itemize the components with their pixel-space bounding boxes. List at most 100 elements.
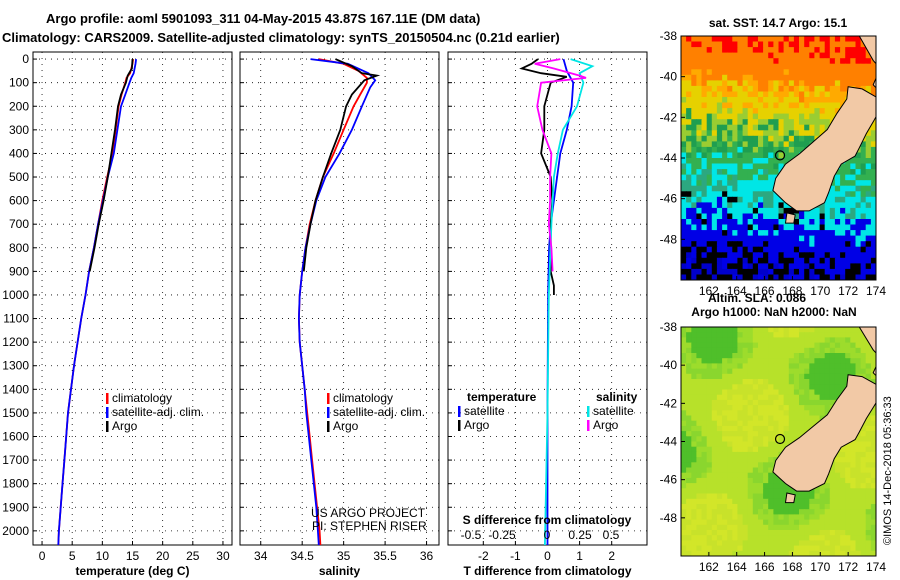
heatmap-cell: [783, 436, 790, 443]
legend-swatch: [106, 421, 109, 432]
heatmap-cell: [686, 394, 692, 401]
heatmap-cell: [840, 524, 846, 531]
heatmap-cell: [783, 135, 790, 142]
heatmap-cell: [737, 152, 744, 159]
heatmap-cell: [696, 384, 703, 391]
heatmap-cell: [732, 97, 738, 104]
heatmap-cell: [722, 472, 728, 479]
heatmap-cell: [824, 550, 831, 556]
heatmap-cell: [773, 124, 780, 131]
heatmap-cell: [768, 451, 774, 458]
legend-label: satellite: [593, 404, 634, 418]
heatmap-cell: [691, 540, 697, 547]
heatmap-cell: [804, 124, 810, 131]
heatmap-cell: [737, 530, 744, 536]
heatmap-cell: [701, 457, 708, 463]
heatmap-cell: [686, 550, 692, 556]
heatmap-cell: [758, 252, 764, 259]
heatmap-cell: [747, 152, 754, 159]
heatmap-cell: [799, 550, 805, 556]
heatmap-cell: [804, 540, 810, 547]
map-y-tick-label: -46: [660, 473, 678, 487]
heatmap-cell: [716, 268, 723, 275]
heatmap-cell: [834, 219, 841, 226]
heatmap-cell: [681, 493, 687, 500]
heatmap-cell: [860, 493, 867, 500]
heatmap-cell: [696, 196, 703, 203]
heatmap-cell: [768, 399, 774, 406]
heatmap-cell: [716, 141, 723, 148]
heatmap-cell: [742, 158, 749, 165]
heatmap-cell: [711, 196, 718, 203]
heatmap-cell: [860, 332, 867, 338]
heatmap-cell: [799, 384, 805, 391]
heatmap-cell: [758, 389, 764, 396]
heatmap-cell: [742, 41, 749, 48]
heatmap-cell: [747, 74, 754, 81]
map-x-tick-label: 172: [838, 284, 858, 298]
heatmap-cell: [691, 246, 697, 253]
heatmap-cell: [814, 74, 821, 81]
heatmap-cell: [804, 135, 810, 142]
heatmap-cell: [722, 241, 728, 248]
heatmap-cell: [824, 488, 831, 495]
heatmap-cell: [691, 180, 697, 187]
heatmap-cell: [691, 213, 697, 220]
heatmap-cell: [865, 436, 872, 443]
heatmap-cell: [763, 130, 769, 137]
heatmap-cell: [701, 519, 708, 526]
heatmap-cell: [737, 550, 744, 556]
heatmap-cell: [747, 410, 754, 417]
heatmap-cell: [747, 196, 754, 203]
heatmap-cell: [834, 483, 841, 489]
heatmap-cell: [742, 252, 749, 259]
heatmap-cell: [809, 394, 815, 401]
heatmap-cell: [768, 524, 774, 531]
heatmap-cell: [768, 47, 774, 54]
heatmap-cell: [870, 540, 876, 547]
heatmap-cell: [834, 514, 841, 521]
heatmap-cell: [732, 332, 738, 338]
heatmap-cell: [711, 504, 718, 510]
heatmap-cell: [706, 185, 713, 192]
heatmap-cell: [788, 47, 795, 54]
heatmap-cell: [804, 102, 810, 109]
heatmap-cell: [814, 514, 821, 521]
heatmap-cell: [752, 85, 759, 92]
heatmap-cell: [727, 246, 733, 253]
heatmap-cell: [696, 113, 703, 120]
heatmap-cell: [783, 332, 790, 338]
heatmap-cell: [860, 146, 867, 153]
heatmap-cell: [850, 185, 856, 192]
heatmap-cell: [824, 347, 831, 354]
x-tick-label: -2: [478, 549, 489, 563]
heatmap-cell: [737, 174, 744, 181]
heatmap-cell: [732, 545, 738, 552]
heatmap-cell: [834, 47, 841, 54]
heatmap-cell: [716, 483, 723, 489]
heatmap-cell: [737, 124, 744, 131]
plot-frame: [239, 51, 440, 546]
heatmap-cell: [727, 540, 733, 547]
heatmap-cell: [834, 36, 841, 43]
heatmap-cell: [845, 41, 851, 48]
heatmap-cell: [870, 74, 876, 81]
heatmap-cell: [701, 113, 708, 120]
heatmap-cell: [732, 488, 738, 495]
heatmap-cell: [783, 108, 790, 115]
heatmap-cell: [722, 493, 728, 500]
heatmap-cell: [840, 74, 846, 81]
heatmap-cell: [834, 213, 841, 220]
heatmap-cell: [814, 207, 821, 214]
heatmap-cell: [706, 363, 713, 370]
heatmap-cell: [711, 119, 718, 126]
heatmap-cell: [799, 405, 805, 411]
heatmap-cell: [742, 135, 749, 142]
heatmap-cell: [732, 530, 738, 536]
heatmap-cell: [788, 69, 795, 76]
heatmap-cell: [793, 69, 800, 76]
heatmap-cell: [819, 394, 826, 401]
heatmap-cell: [850, 74, 856, 81]
heatmap-cell: [773, 504, 780, 510]
heatmap-cell: [809, 327, 815, 333]
